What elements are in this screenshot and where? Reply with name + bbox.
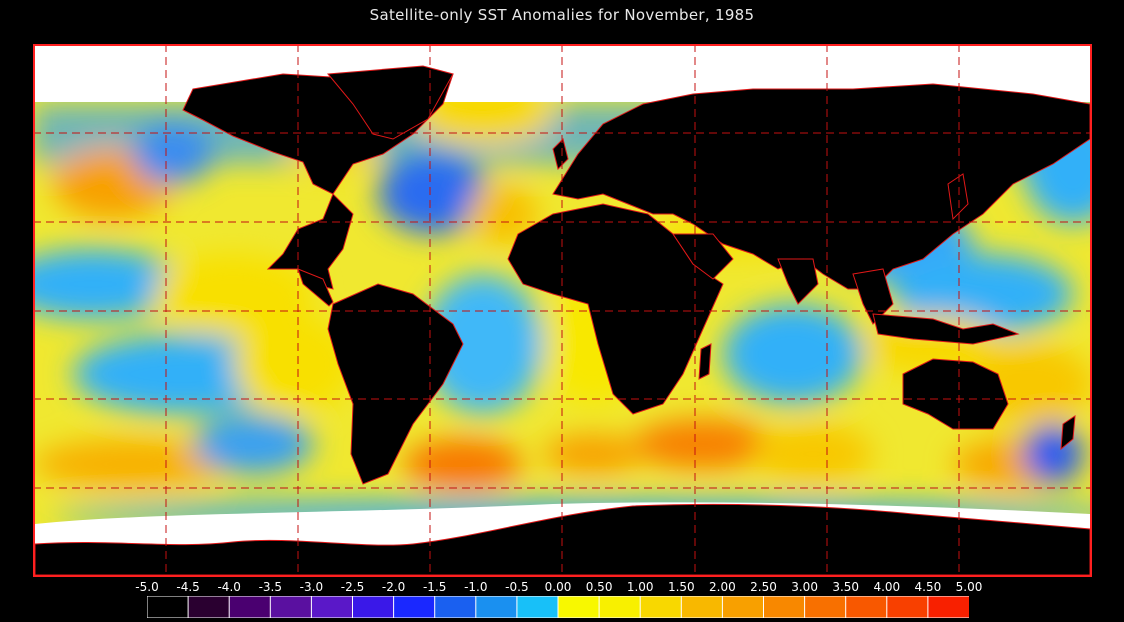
colorbar-tick-label: -2.0 [381, 580, 406, 594]
colorbar-tick-label: -3.5 [258, 580, 283, 594]
colorbar-swatch [721, 596, 765, 618]
colorbar-tick-label: 0.00 [544, 580, 572, 594]
colorbar-tick-label: 4.50 [914, 580, 942, 594]
colorbar-tick-label: -4.5 [176, 580, 200, 594]
colorbar-swatch [639, 596, 683, 618]
colorbar-swatch [763, 596, 806, 618]
colorbar-tick-label: -2.5 [340, 580, 365, 594]
colorbar-swatch [228, 596, 272, 618]
colorbar-tick-label: -5.0 [135, 580, 159, 594]
south-america [327, 283, 464, 485]
india [777, 258, 819, 305]
colorbar-swatch [804, 596, 847, 618]
colorbar-swatch [886, 596, 929, 618]
colorbar-swatch [557, 596, 601, 618]
colorbar-swatch [475, 596, 518, 618]
colorbar-swatch [927, 596, 969, 618]
colorbar-tick-label: 0.50 [585, 580, 613, 594]
colorbar-swatch [598, 596, 642, 618]
colorbar-swatch [434, 596, 477, 618]
map-title: Satellite-only SST Anomalies for Novembe… [369, 6, 755, 24]
colorbar-tick-label: 3.00 [791, 580, 818, 594]
new-zealand [1060, 415, 1076, 451]
colorbar-tick-label: 2.00 [709, 580, 736, 594]
japan [947, 173, 969, 221]
colorbar-tick-label: -0.5 [505, 580, 529, 594]
colorbar-tick-label: -3.0 [299, 580, 324, 594]
colorbar-tick-label: 1.00 [626, 580, 654, 594]
indochina [852, 268, 894, 325]
colorbar-tick-label: 1.50 [667, 580, 695, 594]
colorbar-tick-label: 4.00 [873, 580, 901, 594]
colorbar-tick-label: -4.0 [217, 580, 241, 594]
colorbar-swatch [187, 596, 231, 618]
colorbar-swatch [269, 596, 313, 618]
colorbar-swatch [845, 596, 888, 618]
central-america [297, 268, 334, 307]
graticule [33, 44, 1092, 577]
eurasia [552, 83, 1091, 290]
colorbar-swatch [310, 596, 354, 618]
colorbar-swatch [680, 596, 724, 618]
colorbar-tick-label: -1.5 [422, 580, 447, 594]
british-isles [552, 138, 569, 170]
australia [902, 358, 1009, 430]
colorbar-swatch [352, 596, 395, 618]
madagascar [698, 343, 712, 380]
colorbar-swatch [393, 596, 436, 618]
arabian-peninsula [672, 233, 734, 280]
colorbar-swatch [516, 596, 559, 618]
colorbar-tick-label: -1.0 [464, 580, 488, 594]
greenland [327, 65, 454, 140]
colorbar-tick-label: 3.50 [832, 580, 860, 594]
colorbar-swatch [147, 596, 190, 618]
colorbar-tick-labels: -5.0 -4.5 -4.0 -3.5 -3.0 -2.5 -2.0 -1.5 -1.0 -0.5… [0, 580, 1124, 596]
indonesia [872, 313, 1020, 345]
sst-anomaly-map [33, 44, 1092, 577]
colorbar-tick-label: 5.00 [955, 580, 983, 594]
colorbar [147, 596, 969, 618]
map-border [33, 44, 1092, 577]
colorbar-tick-label: 2.50 [750, 580, 777, 594]
